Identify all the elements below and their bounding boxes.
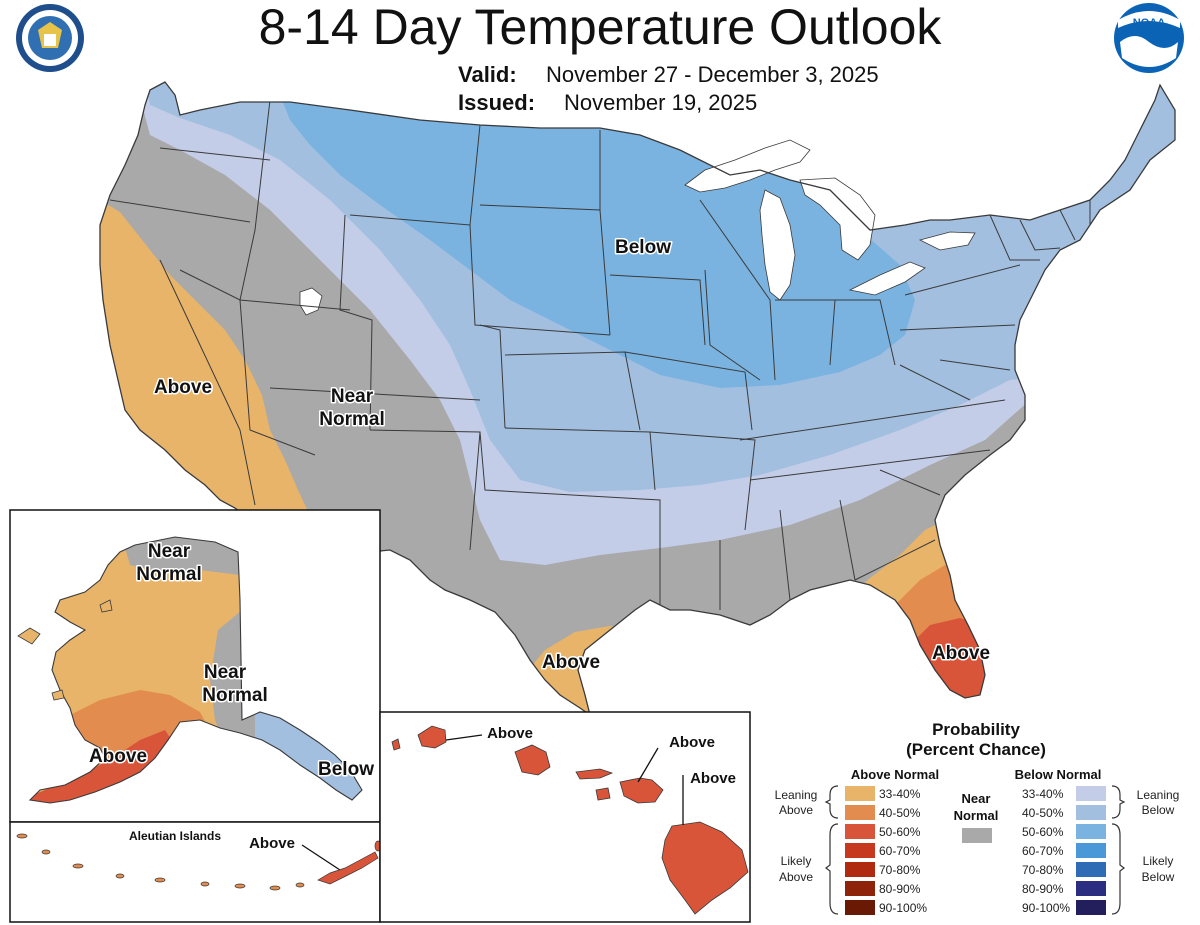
kauai-island: [417, 725, 447, 749]
below-range-4: 60-70%: [1022, 844, 1064, 858]
issued-date: November 19, 2025: [564, 90, 757, 115]
conus-near-label-2: Normal: [319, 409, 384, 430]
below-swatch-3: [1076, 824, 1106, 839]
alaska-near-north-label-2: Normal: [136, 564, 201, 585]
aleutian-inset: Aleutian Islands Above: [9, 821, 382, 923]
below-range-6: 80-90%: [1022, 882, 1064, 896]
conus-labels: Below Above Near Normal Above Above: [152, 236, 991, 675]
legend-likely-below-2: Below: [1142, 870, 1175, 884]
above-range-5: 70-80%: [879, 863, 921, 877]
bracket-leaning-below: [1111, 785, 1126, 819]
legend-leaning-below-2: Below: [1142, 803, 1175, 817]
legend-leaning-below-1: Leaning: [1137, 788, 1180, 802]
above-swatch-6: [845, 881, 875, 896]
legend-likely-above-2: Above: [779, 870, 813, 884]
hawaii-above-label-1: Above: [487, 725, 533, 742]
conus-below-label: Below: [615, 237, 671, 258]
header: 8-14 Day Temperature Outlook Valid: Nove…: [259, 0, 943, 115]
aleutian-inset-frame: [9, 821, 381, 923]
legend-near-label-1: Near: [962, 791, 991, 806]
above-swatch-3: [845, 824, 875, 839]
legend-title-line2: (Percent Chance): [906, 740, 1046, 759]
great-lakes: [299, 139, 976, 316]
legend-above-header: Above Normal: [851, 767, 939, 782]
state-borders: [109, 99, 1091, 610]
lake-huron: [799, 177, 876, 261]
above-swatch-1: [845, 786, 875, 801]
above-range-3: 50-60%: [879, 825, 921, 839]
below-range-1: 33-40%: [1022, 787, 1064, 801]
alaska-below-region: [255, 712, 362, 803]
above-swatch-7: [845, 900, 875, 915]
commerce-seal-logo: [16, 4, 84, 72]
conus-above-florida-label: Above: [932, 643, 990, 664]
legend-near-swatch: [962, 828, 992, 843]
legend-near-label-2: Normal: [954, 808, 999, 823]
bracket-likely-above: [825, 823, 839, 915]
legend-leaning-above-1: Leaning: [775, 788, 818, 802]
lake-erie: [848, 261, 926, 296]
legend-leaning-above-2: Above: [779, 803, 813, 817]
oahu-island: [514, 744, 551, 776]
below-swatch-1: [1076, 786, 1106, 801]
lake-ontario: [918, 231, 976, 251]
below-range-7: 90-100%: [1022, 901, 1070, 915]
issued-label: Issued:: [458, 90, 535, 115]
valid-label: Valid:: [458, 62, 517, 87]
hawaiian-islands: [391, 725, 749, 915]
below-swatch-5: [1076, 862, 1106, 877]
above-range-2: 40-50%: [879, 806, 921, 820]
conus-above-texas-label: Above: [542, 652, 600, 673]
noaa-logo-text: NOAA: [1133, 17, 1165, 29]
lanai-island: [595, 787, 611, 801]
hawaii-above-label-3: Above: [690, 770, 736, 787]
below-range-3: 50-60%: [1022, 825, 1064, 839]
molokai-island: [575, 768, 614, 780]
above-range-7: 90-100%: [879, 901, 927, 915]
hawaii-above-label-2: Above: [669, 734, 715, 751]
below-swatch-6: [1076, 881, 1106, 896]
alaska-near-east-label-2: Normal: [202, 685, 267, 706]
conus-near-label-1: Near: [331, 386, 374, 407]
maui-island: [619, 777, 664, 804]
hawaii-inset: Above Above Above: [379, 711, 751, 923]
legend-likely-below-1: Likely: [1143, 854, 1174, 868]
bracket-likely-below: [1111, 823, 1125, 915]
above-swatch-5: [845, 862, 875, 877]
noaa-logo: NOAA: [1114, 3, 1184, 73]
alaska-inset: Near Normal Near Normal Above Below: [9, 509, 381, 823]
above-swatch-4: [845, 843, 875, 858]
alaska-near-north-label-1: Near: [148, 541, 191, 562]
probability-legend: Probability (Percent Chance) Above Norma…: [775, 720, 1180, 915]
below-swatch-4: [1076, 843, 1106, 858]
above-range-1: 33-40%: [879, 787, 921, 801]
legend-likely-above-1: Likely: [781, 854, 812, 868]
legend-title-line1: Probability: [932, 720, 1020, 739]
hawaii-island: [661, 821, 749, 915]
above-range-6: 80-90%: [879, 882, 921, 896]
aleutian-above-label: Above: [249, 835, 295, 852]
below-swatch-2: [1076, 805, 1106, 820]
aleutian-pointer: [301, 844, 341, 871]
legend-below-swatches: 33-40% 40-50% 50-60% 60-70% 70-80% 80-90% 90-1…: [1022, 786, 1106, 915]
lake-superior: [684, 139, 811, 193]
conus-above-west-label: Above: [154, 377, 212, 398]
alaska-below-label: Below: [318, 759, 374, 780]
map-title: 8-14 Day Temperature Outlook: [259, 0, 943, 55]
alaska-above-label: Above: [89, 746, 147, 767]
legend-above-swatches: 33-40% 40-50% 50-60% 60-70% 70-80% 80-90% 90-1…: [845, 786, 927, 915]
niihau-island: [391, 738, 401, 751]
below-swatch-7: [1076, 900, 1106, 915]
aleutian-title: Aleutian Islands: [129, 829, 221, 843]
alaska-near-east-label-1: Near: [204, 662, 247, 683]
below-range-5: 70-80%: [1022, 863, 1064, 877]
above-range-4: 60-70%: [879, 844, 921, 858]
above-swatch-2: [845, 805, 875, 820]
legend-below-header: Below Normal: [1015, 767, 1102, 782]
alaska-50-60-region: [30, 730, 175, 803]
valid-dates: November 27 - December 3, 2025: [546, 62, 879, 87]
bracket-leaning-above: [824, 785, 839, 819]
below-range-2: 40-50%: [1022, 806, 1064, 820]
